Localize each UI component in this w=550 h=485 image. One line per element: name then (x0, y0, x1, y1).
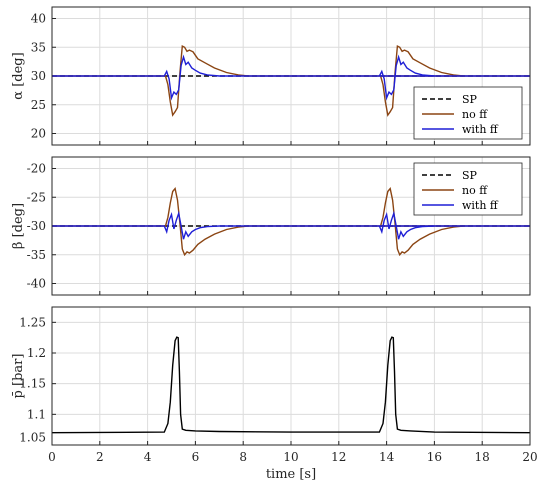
x-tick-label: 2 (96, 450, 104, 464)
y-tick-label: 35 (31, 40, 46, 54)
series-line-with-ff (52, 54, 530, 101)
y-tick-label: -30 (27, 219, 46, 233)
y-axis-label: p̄ [bar] (11, 354, 26, 399)
series-line-with-ff-event2 (378, 54, 435, 101)
y-tick-label: 25 (31, 98, 46, 112)
y-axis-label: α [deg] (11, 52, 26, 99)
series-line-with-ff-event2 (378, 210, 435, 240)
x-tick-label: 20 (522, 450, 537, 464)
x-tick-label: 12 (331, 450, 346, 464)
y-tick-label: -20 (27, 162, 46, 176)
y-tick-label: 1.05 (19, 431, 46, 445)
x-axis-label: time [s] (266, 467, 316, 482)
y-tick-label: 20 (31, 127, 46, 141)
legend-label: SP (462, 93, 478, 106)
x-tick-label: 8 (239, 450, 247, 464)
y-tick-label: -35 (27, 248, 46, 262)
x-tick-label: 10 (283, 450, 298, 464)
legend-label: no ff (462, 108, 488, 121)
legend: SP no ff with ff (413, 86, 523, 140)
y-axis-label: β [deg] (11, 203, 26, 249)
y-tick-label: 1.25 (19, 315, 46, 329)
legend-label: with ff (462, 123, 499, 136)
series-line-no-ff (52, 44, 530, 117)
series-line-no-ff (52, 187, 530, 257)
panel-middle: -40 -35 -30 -25 -20 β [deg] SP no ff with ff (11, 156, 531, 296)
series-line-no-ff-event2 (379, 187, 464, 257)
series-line-with-ff (52, 210, 530, 240)
y-tick-label: 1.1 (27, 407, 46, 421)
y-tick-label: 40 (31, 12, 46, 26)
y-tick-label: 1.15 (19, 377, 46, 391)
series-line-pressure (51, 336, 531, 434)
axes-frame (51, 306, 531, 446)
y-tick-label: 1.2 (27, 346, 46, 360)
series-line-no-ff-event2 (379, 44, 464, 117)
legend-label: SP (462, 169, 478, 182)
legend-label: no ff (462, 184, 488, 197)
legend-label: with ff (462, 199, 499, 212)
axes-frame (51, 6, 531, 146)
panel-top: 20 25 30 35 40 α [deg] SP no ff with ff (11, 6, 531, 146)
y-tick-label: -25 (27, 190, 46, 204)
legend: SP no ff with ff (413, 162, 523, 216)
legend-box (413, 86, 523, 140)
x-tick-label: 4 (144, 450, 152, 464)
x-tick-label: 14 (379, 450, 395, 464)
legend-box (413, 162, 523, 216)
panel-bottom: 1.1 1.15 1.2 1.25 1.050 2 4 6 8 10 12 14 16 18 20 p̄ [b… (11, 306, 538, 482)
x-tick-label: 16 (427, 450, 442, 464)
x-tick-label: 0 (48, 450, 56, 464)
x-tick-label: 6 (192, 450, 200, 464)
axes-frame (51, 156, 531, 296)
y-tick-label: -40 (27, 277, 46, 291)
x-tick-label: 18 (475, 450, 490, 464)
y-tick-label: 30 (31, 69, 46, 83)
